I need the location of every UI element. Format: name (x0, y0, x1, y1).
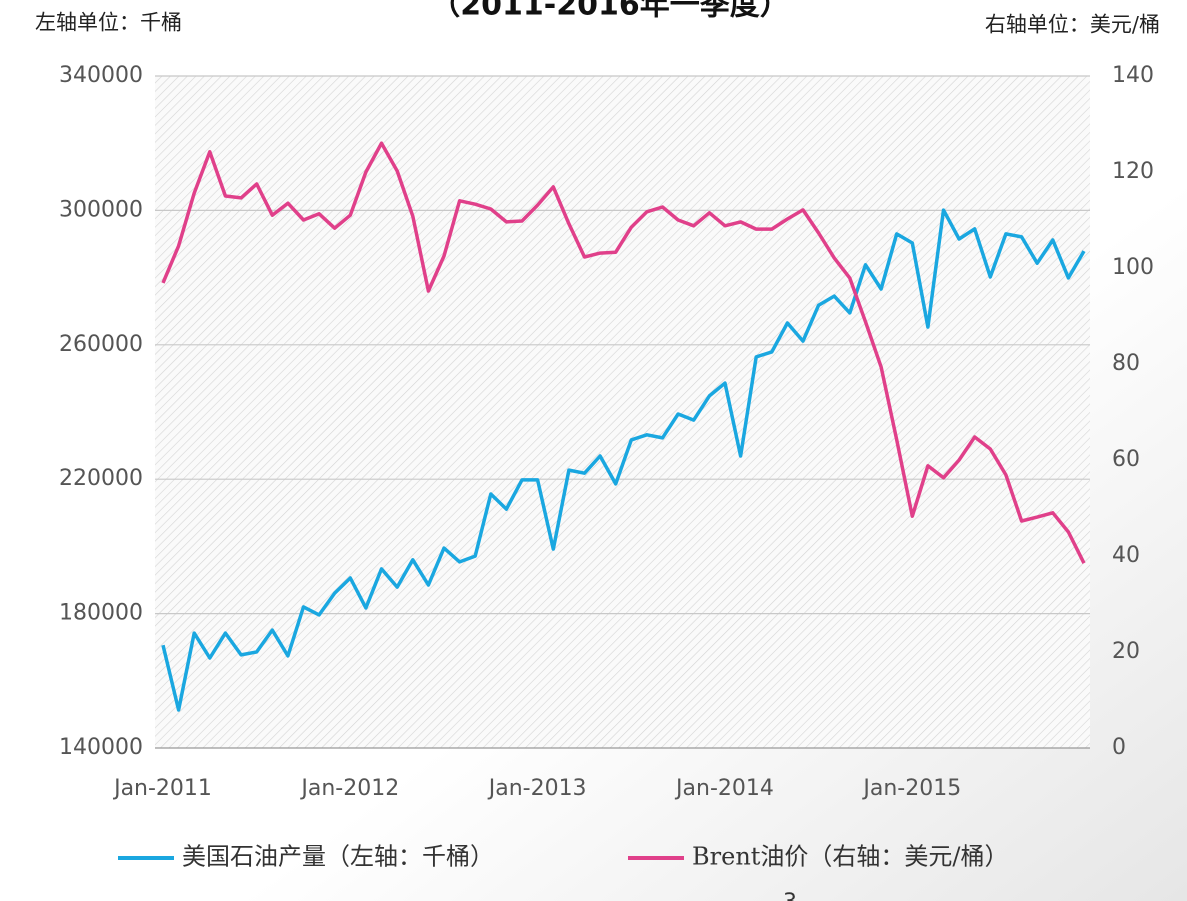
left-unit: 左轴单位：千桶 (35, 11, 182, 35)
plot-area (155, 76, 1090, 748)
x-tick-label: Jan-2015 (861, 776, 961, 801)
y2-tick-label: 0 (1112, 735, 1126, 760)
y-tick-label: 340000 (59, 63, 143, 88)
y2-tick-label: 60 (1112, 447, 1140, 472)
y2-tick-label: 140 (1112, 63, 1154, 88)
page-number: 3 (783, 890, 797, 901)
legend-label: 美国石油产量（左轴：千桶） (182, 843, 494, 871)
y2-tick-label: 100 (1112, 255, 1154, 280)
y2-tick-label: 120 (1112, 159, 1154, 184)
y-tick-label: 140000 (59, 735, 143, 760)
chart-title: （2011-2016年一季度） (430, 0, 789, 23)
x-tick-label: Jan-2013 (487, 776, 587, 801)
x-tick-label: Jan-2014 (674, 776, 774, 801)
y2-tick-label: 40 (1112, 543, 1140, 568)
x-tick-label: Jan-2012 (299, 776, 399, 801)
y-tick-label: 180000 (59, 601, 143, 626)
legend-label: Brent油价（右轴：美元/桶） (692, 843, 1009, 871)
x-tick-label: Jan-2011 (112, 776, 212, 801)
line-series (161, 141, 1086, 564)
y-tick-label: 260000 (59, 332, 143, 357)
y2-tick-label: 80 (1112, 351, 1140, 376)
y-tick-label: 300000 (59, 197, 143, 222)
y-tick-label: 220000 (59, 466, 143, 491)
line-series (161, 208, 1086, 712)
right-unit: 右轴单位：美元/桶 (985, 13, 1160, 37)
y2-tick-label: 20 (1112, 639, 1140, 664)
